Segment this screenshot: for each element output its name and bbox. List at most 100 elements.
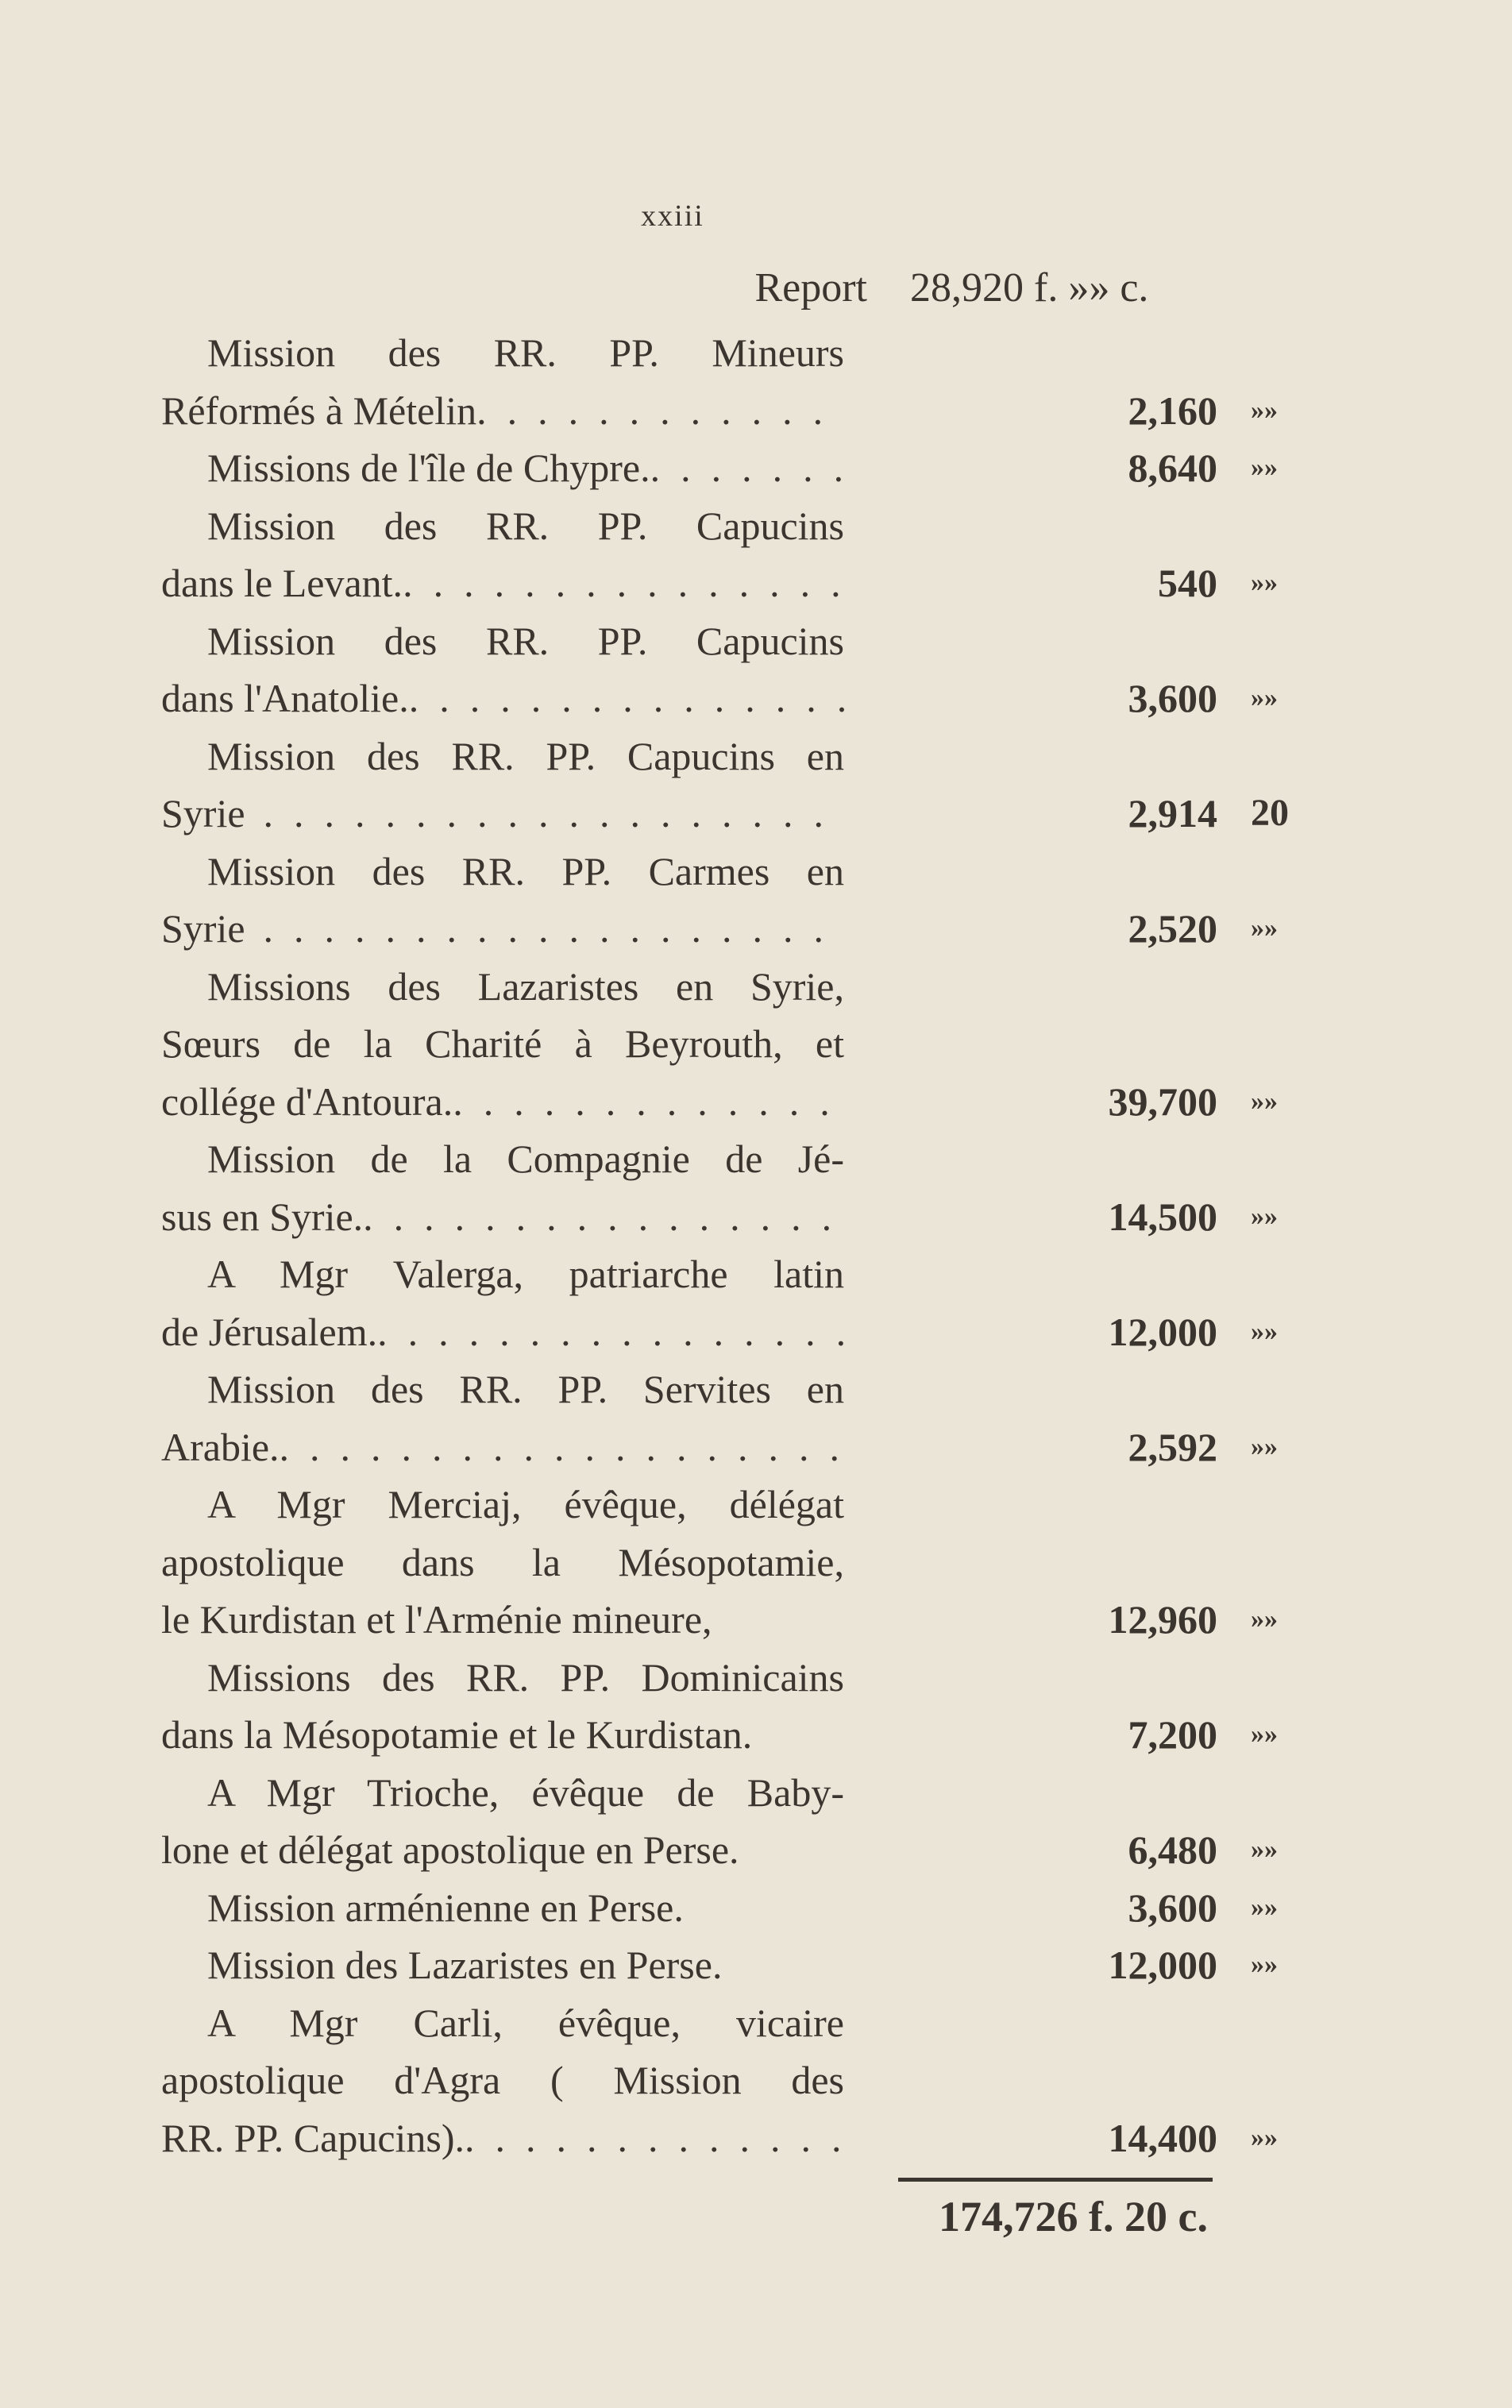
entry-label: Mission arménienne en Perse. — [207, 1885, 684, 1930]
entry-label: A Mgr Merciaj, évêque, délégat — [207, 1482, 844, 1526]
entry-line: lone et délégat apostolique en Perse. 6,4… — [161, 1821, 1278, 1878]
entry-text: A Mgr Carli, évêque, vicaire — [207, 1994, 844, 2051]
entry-label: Mission des RR. PP. Capucins — [207, 503, 844, 548]
entry-text: Mission des RR. PP. Capucins — [207, 612, 844, 670]
entry-text: le Kurdistan et l'Arménie mineure, — [161, 1591, 844, 1648]
entry-line: Mission de la Compagnie de Jé- — [161, 1130, 1217, 1187]
entry-text: RR. PP. Capucins).................... — [161, 2109, 844, 2167]
entry-label: Syrie — [161, 791, 245, 835]
entry-cents: »» — [1251, 1086, 1278, 1116]
entry-text: Mission des Lazaristes en Perse. — [207, 1936, 844, 1993]
entry-label: le Kurdistan et l'Arménie mineure, — [161, 1597, 712, 1642]
entry-label: Arabie. — [161, 1424, 280, 1469]
report-label: Report — [754, 265, 867, 311]
entry-line: sus en Syrie.................... 14,500 »» — [161, 1188, 1278, 1245]
entry-line: A Mgr Valerga, patriarche latin — [161, 1245, 1217, 1302]
entry-label: apostolique dans la Mésopotamie, — [161, 1539, 844, 1584]
entry-cents: 20 — [1251, 792, 1289, 834]
entry-label: A Mgr Valerga, patriarche latin — [207, 1252, 844, 1296]
entry-amount: 3,600 — [1128, 1885, 1218, 1930]
entry-text: Réformés à Mételin................... — [161, 382, 844, 439]
entry-text: Missions des RR. PP. Dominicains — [207, 1649, 844, 1706]
entry-line: le Kurdistan et l'Arménie mineure, 12,960… — [161, 1591, 1278, 1648]
entry-text: Syrie................... — [161, 900, 844, 957]
report-line: Report 28,920 f. »» c. — [0, 260, 1512, 316]
entry-cents: »» — [1251, 453, 1278, 482]
entry-cents: »» — [1251, 1201, 1278, 1231]
leader-dots: ................... — [279, 1424, 844, 1469]
entry-line: Mission des RR. PP. Capucins en — [161, 727, 1217, 785]
entry-cents: »» — [1251, 1835, 1278, 1864]
entry-line: A Mgr Merciaj, évêque, délégat — [161, 1476, 1217, 1533]
entry-line: Mission des RR. PP. Capucins — [161, 612, 1217, 670]
entry-text: A Mgr Trioche, évêque de Baby- — [207, 1764, 844, 1821]
entry-line: Sœurs de la Charité à Beyrouth, et — [161, 1015, 1217, 1072]
entry-line: Missions des Lazaristes en Syrie, — [161, 958, 1217, 1015]
entry-line: Mission des RR. PP. Servites en — [161, 1360, 1217, 1418]
entry-cents: »» — [1251, 913, 1278, 943]
entry-amount: 6,480 — [1128, 1827, 1218, 1872]
entry-cents: »» — [1251, 395, 1278, 425]
entry-cents: »» — [1251, 1316, 1278, 1346]
entry-text: collége d'Antoura.................... — [161, 1073, 844, 1130]
entry-amount: 12,000 — [1108, 1943, 1218, 1987]
entry-amount: 2,914 — [1128, 791, 1218, 835]
entry-cents: »» — [1251, 568, 1278, 597]
entry-cents: »» — [1251, 1719, 1278, 1749]
entry-text: apostolique d'Agra ( Mission des — [161, 2051, 844, 2109]
entry-text: Mission des RR. PP. Capucins — [207, 497, 844, 554]
entry-cents: »» — [1251, 1892, 1278, 1922]
leader-dots: ................... — [453, 1079, 844, 1124]
leader-dots: ................... — [408, 676, 844, 720]
entry-line: dans la Mésopotamie et le Kurdistan. 7,20… — [161, 1706, 1278, 1763]
entry-text: Mission des RR. PP. Servites en — [207, 1360, 844, 1418]
entry-line: Missions de l'île de Chypre.............… — [161, 439, 1278, 496]
entry-amount: 2,592 — [1128, 1424, 1218, 1469]
entry-amount: 2,160 — [1128, 388, 1218, 433]
entry-amount: 12,960 — [1108, 1597, 1218, 1642]
entry-line: collége d'Antoura.................... 39,… — [161, 1073, 1278, 1130]
entry-label: dans l'Anatolie. — [161, 676, 409, 720]
entry-cents: »» — [1251, 683, 1278, 712]
entry-label: Mission des RR. PP. Servites en — [207, 1367, 844, 1411]
entry-label: collége d'Antoura. — [161, 1079, 453, 1124]
total-amount: 174,726 f. 20 c. — [939, 2193, 1208, 2240]
entry-line: Mission des RR. PP. Capucins — [161, 497, 1217, 554]
leader-dots: ................... — [263, 906, 844, 951]
leader-dots: ................... — [377, 1309, 844, 1354]
entry-cents: »» — [1251, 1604, 1278, 1634]
entry-label: Mission des Lazaristes en Perse. — [207, 1943, 723, 1987]
entry-line: Arabie.................... 2,592 »» — [161, 1418, 1278, 1476]
entry-cents: »» — [1251, 1950, 1278, 1979]
entry-line: dans le Levant.................... 540 »» — [161, 554, 1278, 612]
entry-label: Syrie — [161, 906, 245, 951]
entry-text: apostolique dans la Mésopotamie, — [161, 1534, 844, 1591]
leader-dots: ................... — [363, 1194, 844, 1239]
entry-label: Mission des RR. PP. Capucins en — [207, 733, 844, 778]
leader-dots: ................... — [403, 561, 844, 605]
entry-label: Missions de l'île de Chypre. — [207, 446, 650, 490]
entry-text: Missions de l'île de Chypre.............… — [207, 439, 844, 496]
entry-amount: 14,500 — [1108, 1194, 1218, 1239]
leader-dots: ................... — [476, 388, 844, 433]
report-amount: 28,920 f. »» c. — [910, 265, 1149, 311]
entry-text: dans l'Anatolie.................... — [161, 670, 844, 727]
entry-label: apostolique d'Agra ( Mission des — [161, 2058, 844, 2102]
entry-label: de Jérusalem. — [161, 1309, 378, 1354]
entry-text: Mission de la Compagnie de Jé- — [207, 1130, 844, 1187]
entry-amount: 39,700 — [1108, 1079, 1218, 1124]
entry-amount: 540 — [1158, 561, 1217, 605]
entry-text: de Jérusalem.................... — [161, 1303, 844, 1360]
entry-text: dans la Mésopotamie et le Kurdistan. — [161, 1706, 844, 1763]
entry-label: RR. PP. Capucins). — [161, 2115, 465, 2160]
leader-dots: ................... — [263, 791, 844, 835]
entry-text: sus en Syrie.................... — [161, 1188, 844, 1245]
entry-line: Mission des Lazaristes en Perse. 12,000 »» — [161, 1936, 1278, 1993]
entry-text: Syrie................... — [161, 785, 844, 842]
entry-text: Missions des Lazaristes en Syrie, — [207, 958, 844, 1015]
entry-amount: 8,640 — [1128, 446, 1218, 490]
entry-label: dans la Mésopotamie et le Kurdistan. — [161, 1712, 753, 1757]
entry-amount: 14,400 — [1108, 2115, 1218, 2160]
leader-dots: ................... — [650, 446, 844, 490]
entry-amount: 12,000 — [1108, 1309, 1218, 1354]
